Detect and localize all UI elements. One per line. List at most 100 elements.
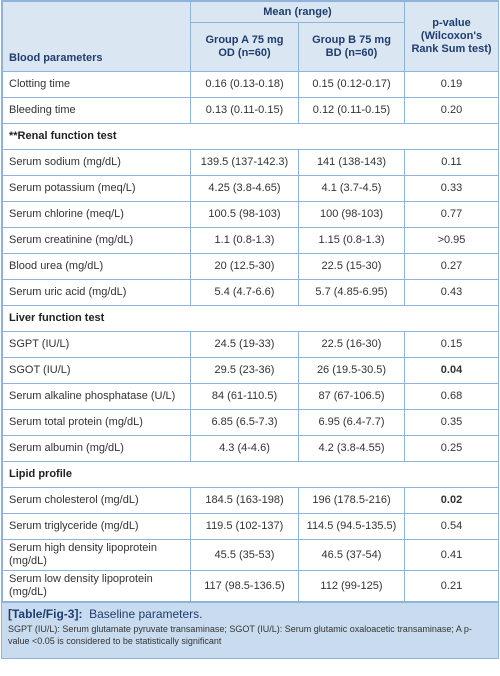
- cell: 22.5 (16-30): [298, 331, 405, 358]
- row-label: Serum creatinine (mg/dL): [2, 227, 191, 254]
- cell: 0.13 (0.11-0.15): [190, 97, 299, 124]
- cell: 0.33: [404, 175, 499, 202]
- cell: 4.2 (3.8-4.55): [298, 435, 405, 462]
- row-label: Blood urea (mg/dL): [2, 253, 191, 280]
- cell: 114.5 (94.5-135.5): [298, 513, 405, 540]
- cell: 196 (178.5-216): [298, 487, 405, 514]
- cell: 0.12 (0.11-0.15): [298, 97, 405, 124]
- table-row: SGPT (IU/L) 24.5 (19-33) 22.5 (16-30) 0.15: [2, 331, 499, 358]
- table-row: Serum low density lipoprotein (mg/dL) 117…: [2, 570, 499, 602]
- table-row: Serum chlorine (meq/L) 100.5 (98-103) 100 …: [2, 201, 499, 228]
- cell: >0.95: [404, 227, 499, 254]
- section-row: **Renal function test: [2, 123, 499, 150]
- table-row: Serum high density lipoprotein (mg/dL) 45…: [2, 539, 499, 571]
- cell: 46.5 (37-54): [298, 539, 405, 571]
- cell: 0.11: [404, 149, 499, 176]
- cell: 184.5 (163-198): [190, 487, 299, 514]
- cell: 0.27: [404, 253, 499, 280]
- cell: 0.21: [404, 570, 499, 602]
- row-label: Serum chlorine (meq/L): [2, 201, 191, 228]
- cell: 5.7 (4.85-6.95): [298, 279, 405, 306]
- cell: 0.16 (0.13-0.18): [190, 71, 299, 98]
- table-row: Serum alkaline phosphatase (U/L) 84 (61-1…: [2, 383, 499, 410]
- cell: 0.25: [404, 435, 499, 462]
- cell: 26 (19.5-30.5): [298, 357, 405, 384]
- caption-text: Baseline parameters.: [89, 607, 203, 621]
- row-label: SGPT (IU/L): [2, 331, 191, 358]
- caption-title: [Table/Fig-3]: Baseline parameters.: [8, 607, 492, 621]
- cell: 1.1 (0.8-1.3): [190, 227, 299, 254]
- table-row: SGOT (IU/L) 29.5 (23-36) 26 (19.5-30.5) 0.0…: [2, 357, 499, 384]
- cell: 84 (61-110.5): [190, 383, 299, 410]
- header-cell: Group B 75 mg BD (n=60): [298, 22, 405, 72]
- cell: 87 (67-106.5): [298, 383, 405, 410]
- cell: 100 (98-103): [298, 201, 405, 228]
- cell: 141 (138-143): [298, 149, 405, 176]
- table-row: Serum cholesterol (mg/dL) 184.5 (163-198)…: [2, 487, 499, 514]
- caption: [Table/Fig-3]: Baseline parameters. SGPT…: [2, 602, 498, 658]
- table-row: Serum albumin (mg/dL) 4.3 (4-4.6) 4.2 (3.8…: [2, 435, 499, 462]
- cell: 0.41: [404, 539, 499, 571]
- row-label: SGOT (IU/L): [2, 357, 191, 384]
- table-row: Serum sodium (mg/dL) 139.5 (137-142.3) 141…: [2, 149, 499, 176]
- row-label: Serum sodium (mg/dL): [2, 149, 191, 176]
- cell: 0.19: [404, 71, 499, 98]
- cell: 139.5 (137-142.3): [190, 149, 299, 176]
- cell: 29.5 (23-36): [190, 357, 299, 384]
- table-row: Serum total protein (mg/dL) 6.85 (6.5-7.3…: [2, 409, 499, 436]
- cell: 100.5 (98-103): [190, 201, 299, 228]
- section-row: Liver function test: [2, 305, 499, 332]
- table-figure: Blood parameters Mean (range) p-value (W…: [1, 0, 499, 659]
- cell: 6.95 (6.4-7.7): [298, 409, 405, 436]
- table-row: Serum creatinine (mg/dL) 1.1 (0.8-1.3) 1.1…: [2, 227, 499, 254]
- cell: 0.35: [404, 409, 499, 436]
- cell: 0.15: [404, 331, 499, 358]
- table-row: Clotting time 0.16 (0.13-0.18) 0.15 (0.12-…: [2, 71, 499, 98]
- cell: 5.4 (4.7-6.6): [190, 279, 299, 306]
- row-label: Clotting time: [2, 71, 191, 98]
- table-row: Bleeding time 0.13 (0.11-0.15) 0.12 (0.11-…: [2, 97, 499, 124]
- header-cell: Blood parameters: [2, 1, 191, 72]
- header-cell: Mean (range): [190, 1, 405, 23]
- header-cell: Group A 75 mg OD (n=60): [190, 22, 299, 72]
- cell: 0.54: [404, 513, 499, 540]
- cell: 4.25 (3.8-4.65): [190, 175, 299, 202]
- cell: 6.85 (6.5-7.3): [190, 409, 299, 436]
- cell: 1.15 (0.8-1.3): [298, 227, 405, 254]
- cell: 0.02: [404, 487, 499, 514]
- cell: 0.43: [404, 279, 499, 306]
- cell: 112 (99-125): [298, 570, 405, 602]
- table-row: Serum uric acid (mg/dL) 5.4 (4.7-6.6) 5.7 …: [2, 279, 499, 306]
- section-label: Liver function test: [2, 305, 499, 332]
- cell: 4.1 (3.7-4.5): [298, 175, 405, 202]
- caption-note: SGPT (IU/L): Serum glutamate pyruvate tr…: [8, 624, 472, 646]
- section-label: Lipid profile: [2, 461, 499, 488]
- row-label: Serum uric acid (mg/dL): [2, 279, 191, 306]
- table: Blood parameters Mean (range) p-value (W…: [2, 1, 499, 602]
- cell: 4.3 (4-4.6): [190, 435, 299, 462]
- cell: 117 (98.5-136.5): [190, 570, 299, 602]
- cell: 20 (12.5-30): [190, 253, 299, 280]
- header-cell: p-value (Wilcoxon's Rank Sum test): [404, 1, 499, 72]
- row-label: Serum alkaline phosphatase (U/L): [2, 383, 191, 410]
- section-row: Lipid profile: [2, 461, 499, 488]
- row-label: Serum cholesterol (mg/dL): [2, 487, 191, 514]
- row-label: Serum triglyceride (mg/dL): [2, 513, 191, 540]
- cell: 0.68: [404, 383, 499, 410]
- cell: 0.04: [404, 357, 499, 384]
- cell: 24.5 (19-33): [190, 331, 299, 358]
- cell: 0.20: [404, 97, 499, 124]
- table-row: Serum triglyceride (mg/dL) 119.5 (102-137…: [2, 513, 499, 540]
- caption-label: [Table/Fig-3]:: [8, 607, 83, 621]
- cell: 0.15 (0.12-0.17): [298, 71, 405, 98]
- row-label: Serum low density lipoprotein (mg/dL): [2, 570, 191, 602]
- cell: 119.5 (102-137): [190, 513, 299, 540]
- cell: 22.5 (15-30): [298, 253, 405, 280]
- row-label: Serum albumin (mg/dL): [2, 435, 191, 462]
- row-label: Bleeding time: [2, 97, 191, 124]
- row-label: Serum high density lipoprotein (mg/dL): [2, 539, 191, 571]
- cell: 0.77: [404, 201, 499, 228]
- table-row: Blood urea (mg/dL) 20 (12.5-30) 22.5 (15-3…: [2, 253, 499, 280]
- table-body: Clotting time 0.16 (0.13-0.18) 0.15 (0.12-…: [2, 71, 499, 602]
